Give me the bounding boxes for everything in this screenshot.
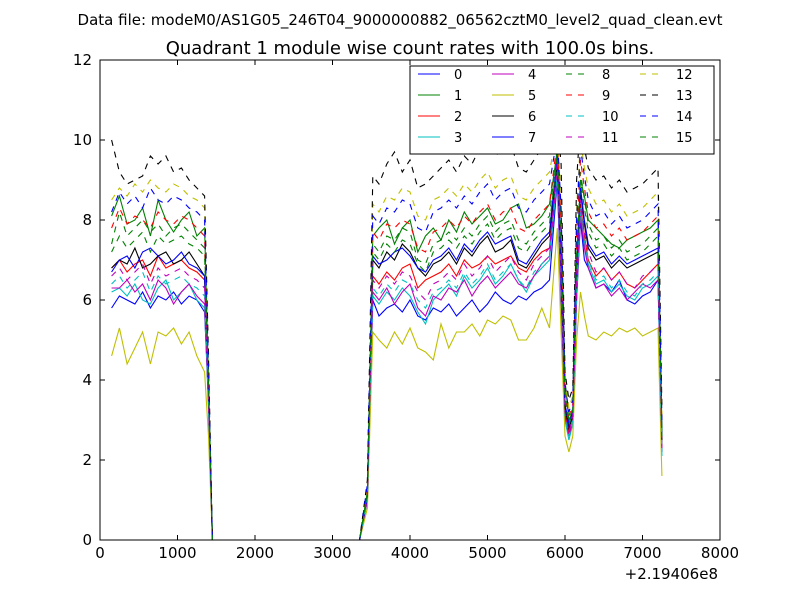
x-axis: 0 1000 2000 3000 4000 5000 6000 7000 8000 — [95, 60, 739, 562]
legend-label-3: 3 — [454, 131, 462, 146]
legend-label-4: 4 — [528, 68, 536, 83]
y-tick-label: 10 — [73, 131, 92, 149]
x-tick-label: 2000 — [236, 544, 274, 562]
y-tick-label: 2 — [82, 451, 92, 469]
legend-label-7: 7 — [528, 131, 536, 146]
legend-label-9: 9 — [602, 89, 610, 104]
legend-label-12: 12 — [676, 68, 693, 83]
x-tick-label: 0 — [95, 544, 105, 562]
x-tick-label: 5000 — [468, 544, 506, 562]
series-line-15 — [111, 155, 663, 541]
x-tick-label: 1000 — [158, 544, 196, 562]
legend-label-11: 11 — [602, 131, 619, 146]
series-line-5 — [111, 227, 663, 541]
legend-label-2: 2 — [454, 110, 462, 125]
y-tick-label: 0 — [82, 531, 92, 549]
series-line-0 — [111, 179, 663, 541]
figure-suptitle: Data file: modeM0/AS1G05_246T04_90000008… — [78, 11, 723, 30]
series-line-4 — [111, 171, 663, 541]
legend-label-15: 15 — [676, 131, 693, 146]
legend-frame — [409, 65, 715, 155]
legend-label-5: 5 — [528, 89, 536, 104]
y-tick-label: 8 — [82, 211, 92, 229]
x-tick-label: 6000 — [546, 544, 584, 562]
x-tick-label: 8000 — [701, 544, 739, 562]
legend-label-1: 1 — [454, 89, 462, 104]
y-tick-label: 6 — [82, 291, 92, 309]
y-tick-label: 12 — [73, 51, 92, 69]
legend-label-0: 0 — [454, 68, 462, 83]
y-tick-label: 4 — [82, 371, 92, 389]
series-line-11 — [111, 163, 663, 541]
legend-label-14: 14 — [676, 110, 693, 125]
series-line-9 — [111, 139, 663, 541]
x-tick-label: 7000 — [623, 544, 661, 562]
x-tick-label: 4000 — [391, 544, 429, 562]
chart-title: Quadrant 1 module wise count rates with … — [166, 38, 655, 59]
x-offset-label: +2.19406e8 — [625, 565, 718, 583]
legend-label-13: 13 — [676, 89, 693, 104]
legend-label-8: 8 — [602, 68, 610, 83]
series-line-7 — [111, 155, 663, 541]
x-tick-label: 3000 — [313, 544, 351, 562]
series-line-14 — [111, 135, 663, 541]
legend-label-10: 10 — [602, 110, 619, 125]
legend-label-6: 6 — [528, 110, 536, 125]
